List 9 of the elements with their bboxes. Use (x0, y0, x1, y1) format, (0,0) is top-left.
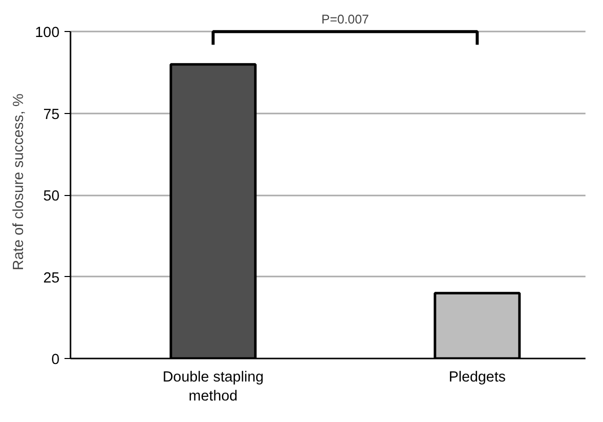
y-tick-label: 50 (43, 188, 60, 205)
text: P=0.007 (321, 12, 369, 27)
y-tick-label: 25 (43, 270, 60, 286)
y-axis-title: Rate of closure success, % (11, 94, 28, 270)
y-tick-label: 0 (51, 352, 60, 368)
y-tick-label: 75 (43, 106, 60, 123)
x-tick-label: Double stapling method (162, 370, 264, 405)
x-tick-label: Pledgets (448, 370, 506, 386)
y-tick-label: 100 (35, 25, 60, 42)
